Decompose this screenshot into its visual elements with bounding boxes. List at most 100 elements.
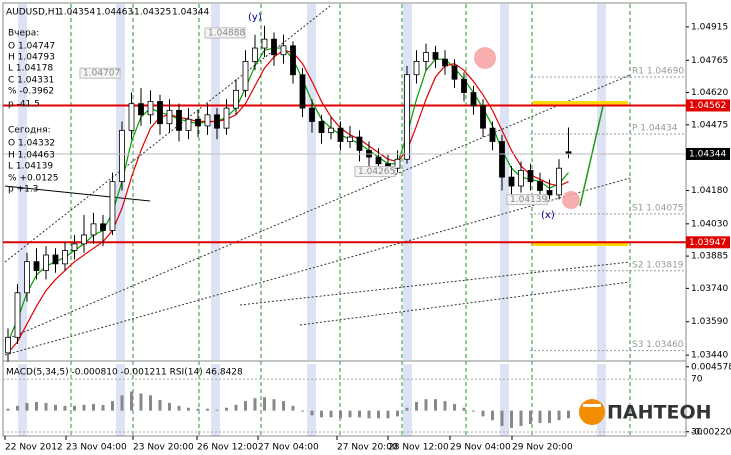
macd-bar bbox=[443, 401, 447, 411]
x-tick-label: 26 Nov 12:00 bbox=[197, 443, 258, 453]
price-box bbox=[686, 147, 730, 160]
header-ohlc: 1.04344 bbox=[172, 8, 209, 18]
macd-bar bbox=[196, 408, 200, 411]
x-tick-label: 29 Nov 04:00 bbox=[450, 443, 511, 453]
candle-body bbox=[527, 170, 534, 182]
trend-line bbox=[4, 185, 151, 202]
candle-body bbox=[100, 223, 106, 231]
macd-bar bbox=[6, 408, 10, 411]
macd-bar bbox=[149, 395, 152, 411]
candle-body bbox=[423, 52, 429, 62]
macd-bar bbox=[35, 402, 38, 411]
header-ohlc: 1.04325 bbox=[134, 8, 171, 18]
macd-bar bbox=[177, 405, 181, 411]
info-line: L 1.04139 bbox=[8, 162, 53, 172]
info-line: Вчера: bbox=[8, 29, 39, 39]
candle-body bbox=[442, 58, 448, 67]
candle-body bbox=[52, 254, 59, 265]
macd-bar bbox=[415, 402, 418, 411]
day-separators bbox=[70, 4, 631, 436]
info-line: H 1.04463 bbox=[8, 151, 55, 161]
forecast-line bbox=[579, 105, 604, 207]
info-line: Сегодня: bbox=[8, 126, 51, 136]
info-line: % -0.3962 bbox=[8, 87, 54, 97]
note-box bbox=[354, 166, 396, 178]
candle-body bbox=[328, 127, 334, 134]
candle-body bbox=[138, 103, 144, 116]
x-tick-label: 27 Nov 04:00 bbox=[258, 443, 319, 453]
candle-body bbox=[337, 127, 344, 142]
candle-body bbox=[461, 78, 467, 93]
macd-bar bbox=[329, 410, 333, 418]
macd-bar bbox=[538, 410, 542, 424]
candle-body bbox=[489, 127, 496, 142]
macd-bar bbox=[320, 410, 323, 418]
macd-bar bbox=[130, 391, 133, 411]
candle-body bbox=[309, 107, 315, 122]
level-label: 1.03947 bbox=[689, 238, 726, 248]
macd-bar bbox=[481, 410, 485, 417]
y-tick-label: 1.03740 bbox=[691, 284, 728, 294]
y-tick-label: -0.002206 bbox=[691, 427, 731, 437]
candle-body bbox=[223, 107, 230, 129]
ma-line bbox=[7, 49, 569, 354]
candle-body bbox=[556, 167, 562, 196]
candle-body bbox=[271, 38, 277, 56]
candle-body bbox=[480, 105, 486, 129]
info-line: p -41.5 bbox=[8, 100, 40, 110]
candle-body bbox=[347, 136, 353, 142]
candle-body bbox=[508, 176, 515, 187]
macd-bar bbox=[291, 405, 295, 411]
y-tick-label: 1.04915 bbox=[691, 22, 728, 32]
macd-bar bbox=[101, 404, 105, 411]
macd-bar bbox=[557, 410, 561, 421]
macd-bar bbox=[187, 407, 190, 411]
macd-bar bbox=[358, 410, 361, 418]
wave-label: (x) bbox=[541, 210, 555, 221]
macd-bar bbox=[301, 410, 304, 412]
header-ohlc: 1.04354 bbox=[58, 8, 95, 18]
note-box bbox=[506, 194, 548, 206]
y-tick-label: 1.04030 bbox=[691, 219, 728, 229]
candle-body bbox=[71, 243, 78, 251]
macd-bar bbox=[272, 399, 276, 411]
candle-body bbox=[546, 190, 553, 196]
candle-body bbox=[90, 223, 97, 236]
candle-body bbox=[470, 92, 477, 107]
macd-bar bbox=[92, 403, 95, 411]
macd-bar bbox=[377, 410, 380, 419]
macd-bar bbox=[310, 410, 314, 416]
rsi-level-label: 70 bbox=[691, 375, 703, 385]
y-tick-label: 1.04475 bbox=[691, 120, 728, 130]
indicator-title: MACD(5,34,5) -0.000810 -0.001211 RSI(14)… bbox=[6, 368, 243, 378]
candle-body bbox=[280, 45, 287, 56]
macd-bar bbox=[348, 410, 352, 418]
macd-bar bbox=[225, 407, 228, 411]
info-line: O 1.04747 bbox=[8, 42, 55, 52]
macd-bar bbox=[386, 410, 390, 419]
note-label: 1.04707 bbox=[83, 69, 120, 79]
macd-bar bbox=[529, 410, 532, 425]
macd-bar bbox=[44, 402, 48, 411]
note-label: 1.04265 bbox=[358, 167, 395, 177]
info-line: L 1.04178 bbox=[8, 64, 53, 74]
candle-body bbox=[214, 114, 220, 129]
marker bbox=[474, 47, 496, 69]
candle-body bbox=[518, 170, 524, 187]
x-tick-label: 27 Nov 20:00 bbox=[337, 443, 398, 453]
candle-body bbox=[404, 74, 410, 160]
note-box bbox=[79, 67, 121, 79]
y-tick-label: 1.03440 bbox=[691, 351, 728, 361]
decor bbox=[4, 4, 631, 436]
candle-body bbox=[119, 129, 125, 182]
candle-body bbox=[195, 118, 201, 127]
info-line: C 1.04331 bbox=[8, 76, 54, 86]
candle-body bbox=[24, 261, 30, 294]
candle-body bbox=[413, 61, 420, 76]
info-line: % +0.0125 bbox=[8, 174, 58, 184]
price-label: 1.04344 bbox=[689, 149, 726, 159]
y-tick-label: 1.03885 bbox=[691, 252, 728, 262]
macd-bar bbox=[253, 398, 257, 411]
candle-body bbox=[185, 118, 192, 131]
candle-body bbox=[62, 250, 68, 265]
